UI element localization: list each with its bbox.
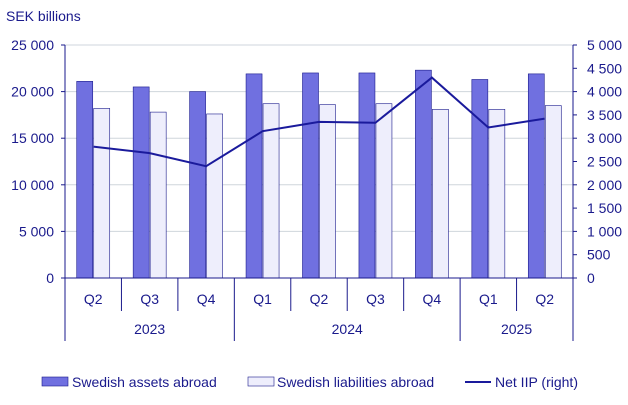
legend-swatch-assets	[41, 376, 69, 387]
y-right-tick-label: 2 000	[587, 177, 622, 193]
x-tick-label: Q1	[253, 291, 272, 307]
y-right-tick-label: 2 500	[587, 154, 622, 170]
legend-swatch-liabilities	[247, 376, 275, 387]
bar-assets	[415, 69, 432, 279]
bar-assets	[527, 73, 545, 279]
net-iip-line	[93, 76, 545, 168]
bar-assets	[76, 81, 94, 279]
legend-label-assets: Swedish assets abroad	[72, 374, 217, 390]
y-right-tick-label: 5 000	[587, 37, 622, 53]
x-tick-label: Q4	[197, 291, 216, 307]
x-year-label: 2025	[501, 321, 532, 337]
y-right-tick-label: 3 000	[587, 130, 622, 146]
bar-liabilities	[375, 103, 393, 279]
gridlines	[65, 44, 573, 232]
bar-assets	[302, 72, 319, 279]
y-right-tick-label: 4 500	[587, 60, 622, 76]
y-left-tick-label: 15 000	[11, 130, 54, 146]
y-left-tick-label: 0	[46, 270, 54, 286]
bar-liabilities	[488, 109, 506, 279]
x-tick-label: Q3	[140, 291, 159, 307]
bar-assets	[189, 91, 206, 279]
bar-assets	[471, 79, 489, 279]
x-year-label: 2024	[332, 321, 363, 337]
y-right-tick-label: 1 500	[587, 200, 622, 216]
bar-assets	[245, 73, 263, 279]
bar-assets	[358, 72, 376, 279]
y-left-tick-label: 10 000	[11, 177, 54, 193]
y-right-tick-label: 0	[587, 270, 595, 286]
x-tick-label: Q1	[479, 291, 498, 307]
x-tick-label: Q4	[423, 291, 442, 307]
bar-liabilities	[149, 111, 167, 279]
y-left-tick-label: 5 000	[19, 223, 54, 239]
x-tick-label: Q2	[310, 291, 329, 307]
bar-assets	[132, 86, 150, 279]
y-left-tick-label: 20 000	[11, 84, 54, 100]
x-year-label: 2023	[134, 321, 165, 337]
x-tick-label: Q3	[366, 291, 385, 307]
axes: 0 5 000 10 000 15 000 20 000 25 000 0 500 1 000 1…	[11, 37, 622, 341]
y-right-tick-label: 3 500	[587, 107, 622, 123]
legend: Swedish assets abroad Swedish liabilities…	[41, 374, 578, 390]
x-tick-label: Q2	[84, 291, 103, 307]
legend-label-net-iip: Net IIP (right)	[495, 374, 578, 390]
legend-label-liabilities: Swedish liabilities abroad	[277, 374, 434, 390]
bar-liabilities	[319, 104, 336, 279]
y-right-tick-label: 500	[587, 247, 611, 263]
line-net-iip	[93, 76, 545, 168]
bar-liabilities	[544, 105, 562, 279]
y-right-tick-label: 4 000	[587, 84, 622, 100]
bar-liabilities	[206, 113, 223, 279]
bars	[76, 69, 562, 279]
y-right-tick-label: 1 000	[587, 223, 622, 239]
bar-liabilities	[432, 109, 449, 279]
y-left-tick-label: 25 000	[11, 37, 54, 53]
bar-liabilities	[93, 108, 111, 279]
x-tick-label: Q2	[535, 291, 554, 307]
unit-label: SEK billions	[6, 8, 81, 24]
